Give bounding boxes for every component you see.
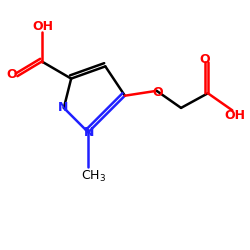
Text: O: O [6,68,17,82]
Text: OH: OH [224,109,245,122]
Text: O: O [152,86,163,98]
Text: N: N [58,102,68,114]
Text: O: O [199,52,209,66]
Text: OH: OH [32,20,54,32]
Text: CH$_3$: CH$_3$ [80,169,106,184]
Text: N: N [84,126,95,139]
